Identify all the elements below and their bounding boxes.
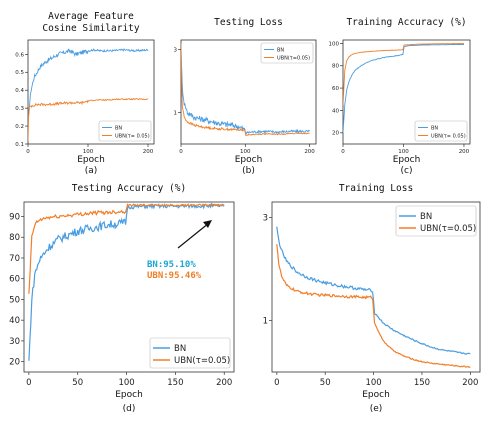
y-tick-label: 3 bbox=[174, 47, 178, 53]
annotation-text: BN:95.10% bbox=[147, 260, 196, 270]
series-line-bn bbox=[343, 43, 464, 133]
series-line-ubn bbox=[343, 43, 465, 105]
panel-caption: (e) bbox=[370, 404, 383, 414]
series-line-bn bbox=[28, 47, 149, 125]
legend: BN UBN(τ=0.05) bbox=[149, 337, 231, 369]
x-tick-label: 50 bbox=[320, 378, 331, 388]
series-line-bn bbox=[28, 202, 225, 361]
panel-caption: (b) bbox=[242, 166, 255, 176]
series-line-bn bbox=[181, 51, 310, 135]
x-tick-label: 200 bbox=[216, 378, 232, 388]
plot-frame bbox=[23, 201, 235, 373]
x-tick-label: 0 bbox=[179, 149, 183, 155]
y-tick-label: 50 bbox=[9, 295, 20, 305]
y-tick-label: 0.2 bbox=[15, 124, 24, 130]
legend: BN UBN(τ=0.05) bbox=[260, 42, 314, 64]
x-axis-label: Epoch bbox=[393, 155, 421, 165]
x-tick-label: 50 bbox=[72, 378, 83, 388]
annotation-arrowhead bbox=[203, 220, 212, 228]
plot-frame bbox=[27, 39, 155, 145]
legend-label: UBN(τ= 0.05) bbox=[431, 134, 466, 140]
x-tick-label: 100 bbox=[365, 378, 381, 388]
legend-label: UBN(τ=0.05) bbox=[174, 356, 230, 366]
chart-e: Training Loss 0 50 100 150 200 1 3 BN UBN(τ=0.05)… bbox=[263, 183, 481, 414]
plot-frame bbox=[271, 201, 481, 373]
y-tick-label: 0.6 bbox=[15, 52, 24, 58]
chart-title: Training Loss bbox=[339, 183, 413, 194]
x-tick-label: 0 bbox=[26, 149, 30, 155]
y-tick-label: 100 bbox=[329, 41, 340, 47]
x-axis-label: Epoch bbox=[115, 390, 143, 400]
x-axis-label: Epoch bbox=[235, 155, 263, 165]
x-tick-label: 200 bbox=[459, 149, 470, 155]
y-tick-label: 40 bbox=[332, 108, 339, 114]
x-tick-label: 200 bbox=[143, 149, 154, 155]
series-line-ubn bbox=[28, 203, 225, 294]
x-tick-label: 150 bbox=[414, 378, 430, 388]
y-tick-label: 1 bbox=[174, 110, 178, 116]
series-line-ubn bbox=[28, 97, 148, 142]
y-tick-label: 90 bbox=[9, 212, 20, 222]
y-tick-label: 80 bbox=[332, 64, 339, 70]
plot-frame bbox=[342, 39, 471, 145]
chart-b: Testing Loss 0 100 200 1 3 BN UBN(τ=0.05) Epoch(… bbox=[174, 17, 317, 176]
x-tick-label: 0 bbox=[274, 378, 279, 388]
y-tick-label: 60 bbox=[332, 86, 339, 92]
y-tick-label: 20 bbox=[332, 131, 339, 137]
legend-label: UBN(τ= 0.05) bbox=[115, 134, 150, 140]
chart-title: Testing Accuracy (%) bbox=[72, 183, 186, 194]
y-tick-label: 20 bbox=[9, 358, 20, 368]
panel-caption: (c) bbox=[401, 166, 413, 176]
y-tick-label: 0.5 bbox=[15, 70, 24, 76]
y-tick-label: 60 bbox=[9, 275, 20, 285]
chart-title: Training Accuracy (%) bbox=[346, 17, 466, 28]
y-tick-label: 40 bbox=[9, 316, 20, 326]
x-tick-label: 100 bbox=[398, 149, 409, 155]
annotation-text: UBN:95.46% bbox=[147, 271, 202, 281]
x-tick-label: 200 bbox=[462, 378, 478, 388]
panel-caption: (a) bbox=[85, 166, 98, 176]
x-tick-label: 0 bbox=[26, 378, 31, 388]
legend-label: BN bbox=[431, 126, 438, 132]
series-line-bn bbox=[276, 226, 471, 355]
y-tick-label: 30 bbox=[9, 337, 20, 347]
plot-frame bbox=[180, 39, 317, 145]
panel-caption: (d) bbox=[123, 404, 136, 414]
series-line-ubn bbox=[276, 244, 471, 368]
y-tick-label: 3 bbox=[263, 213, 268, 223]
chart-title: Cosine Similarity bbox=[42, 23, 140, 34]
y-tick-label: 0.1 bbox=[15, 142, 24, 148]
x-tick-label: 100 bbox=[83, 149, 94, 155]
x-tick-label: 150 bbox=[167, 378, 183, 388]
annotation: BN:95.10%UBN:95.46% bbox=[147, 220, 212, 281]
chart-title: Average Feature bbox=[48, 11, 134, 22]
y-tick-label: 0.4 bbox=[15, 88, 24, 94]
x-tick-label: 200 bbox=[304, 149, 315, 155]
y-tick-label: 0.3 bbox=[15, 106, 24, 112]
chart-d: Testing Accuracy (%) 0 50 100 150 200 20 30 40 50… bbox=[9, 183, 235, 414]
legend-label: UBN(τ=0.05) bbox=[277, 56, 310, 62]
x-tick-label: 0 bbox=[341, 149, 345, 155]
legend-label: BN bbox=[420, 212, 432, 222]
legend-label: BN bbox=[277, 48, 284, 54]
x-axis-label: Epoch bbox=[362, 390, 390, 400]
series-line-ubn bbox=[181, 43, 310, 137]
x-tick-label: 100 bbox=[118, 378, 134, 388]
annotation-arrow bbox=[177, 222, 210, 249]
chart-title: Testing Loss bbox=[214, 17, 283, 28]
chart-c: Training Accuracy (%) 0 100 200 20 40 60 80 100 B… bbox=[329, 17, 471, 176]
legend-label: UBN(τ=0.05) bbox=[420, 224, 476, 234]
x-axis-label: Epoch bbox=[77, 155, 105, 165]
y-tick-label: 80 bbox=[9, 233, 20, 243]
y-tick-label: 70 bbox=[9, 254, 20, 264]
legend-label: BN bbox=[174, 344, 186, 354]
legend-label: BN bbox=[115, 126, 122, 132]
y-tick-label: 1 bbox=[263, 316, 268, 326]
legend: BN UBN(τ= 0.05) bbox=[414, 120, 468, 142]
legend: BN UBN(τ= 0.05) bbox=[98, 120, 152, 142]
legend: BN UBN(τ=0.05) bbox=[395, 205, 477, 237]
x-tick-label: 100 bbox=[240, 149, 251, 155]
